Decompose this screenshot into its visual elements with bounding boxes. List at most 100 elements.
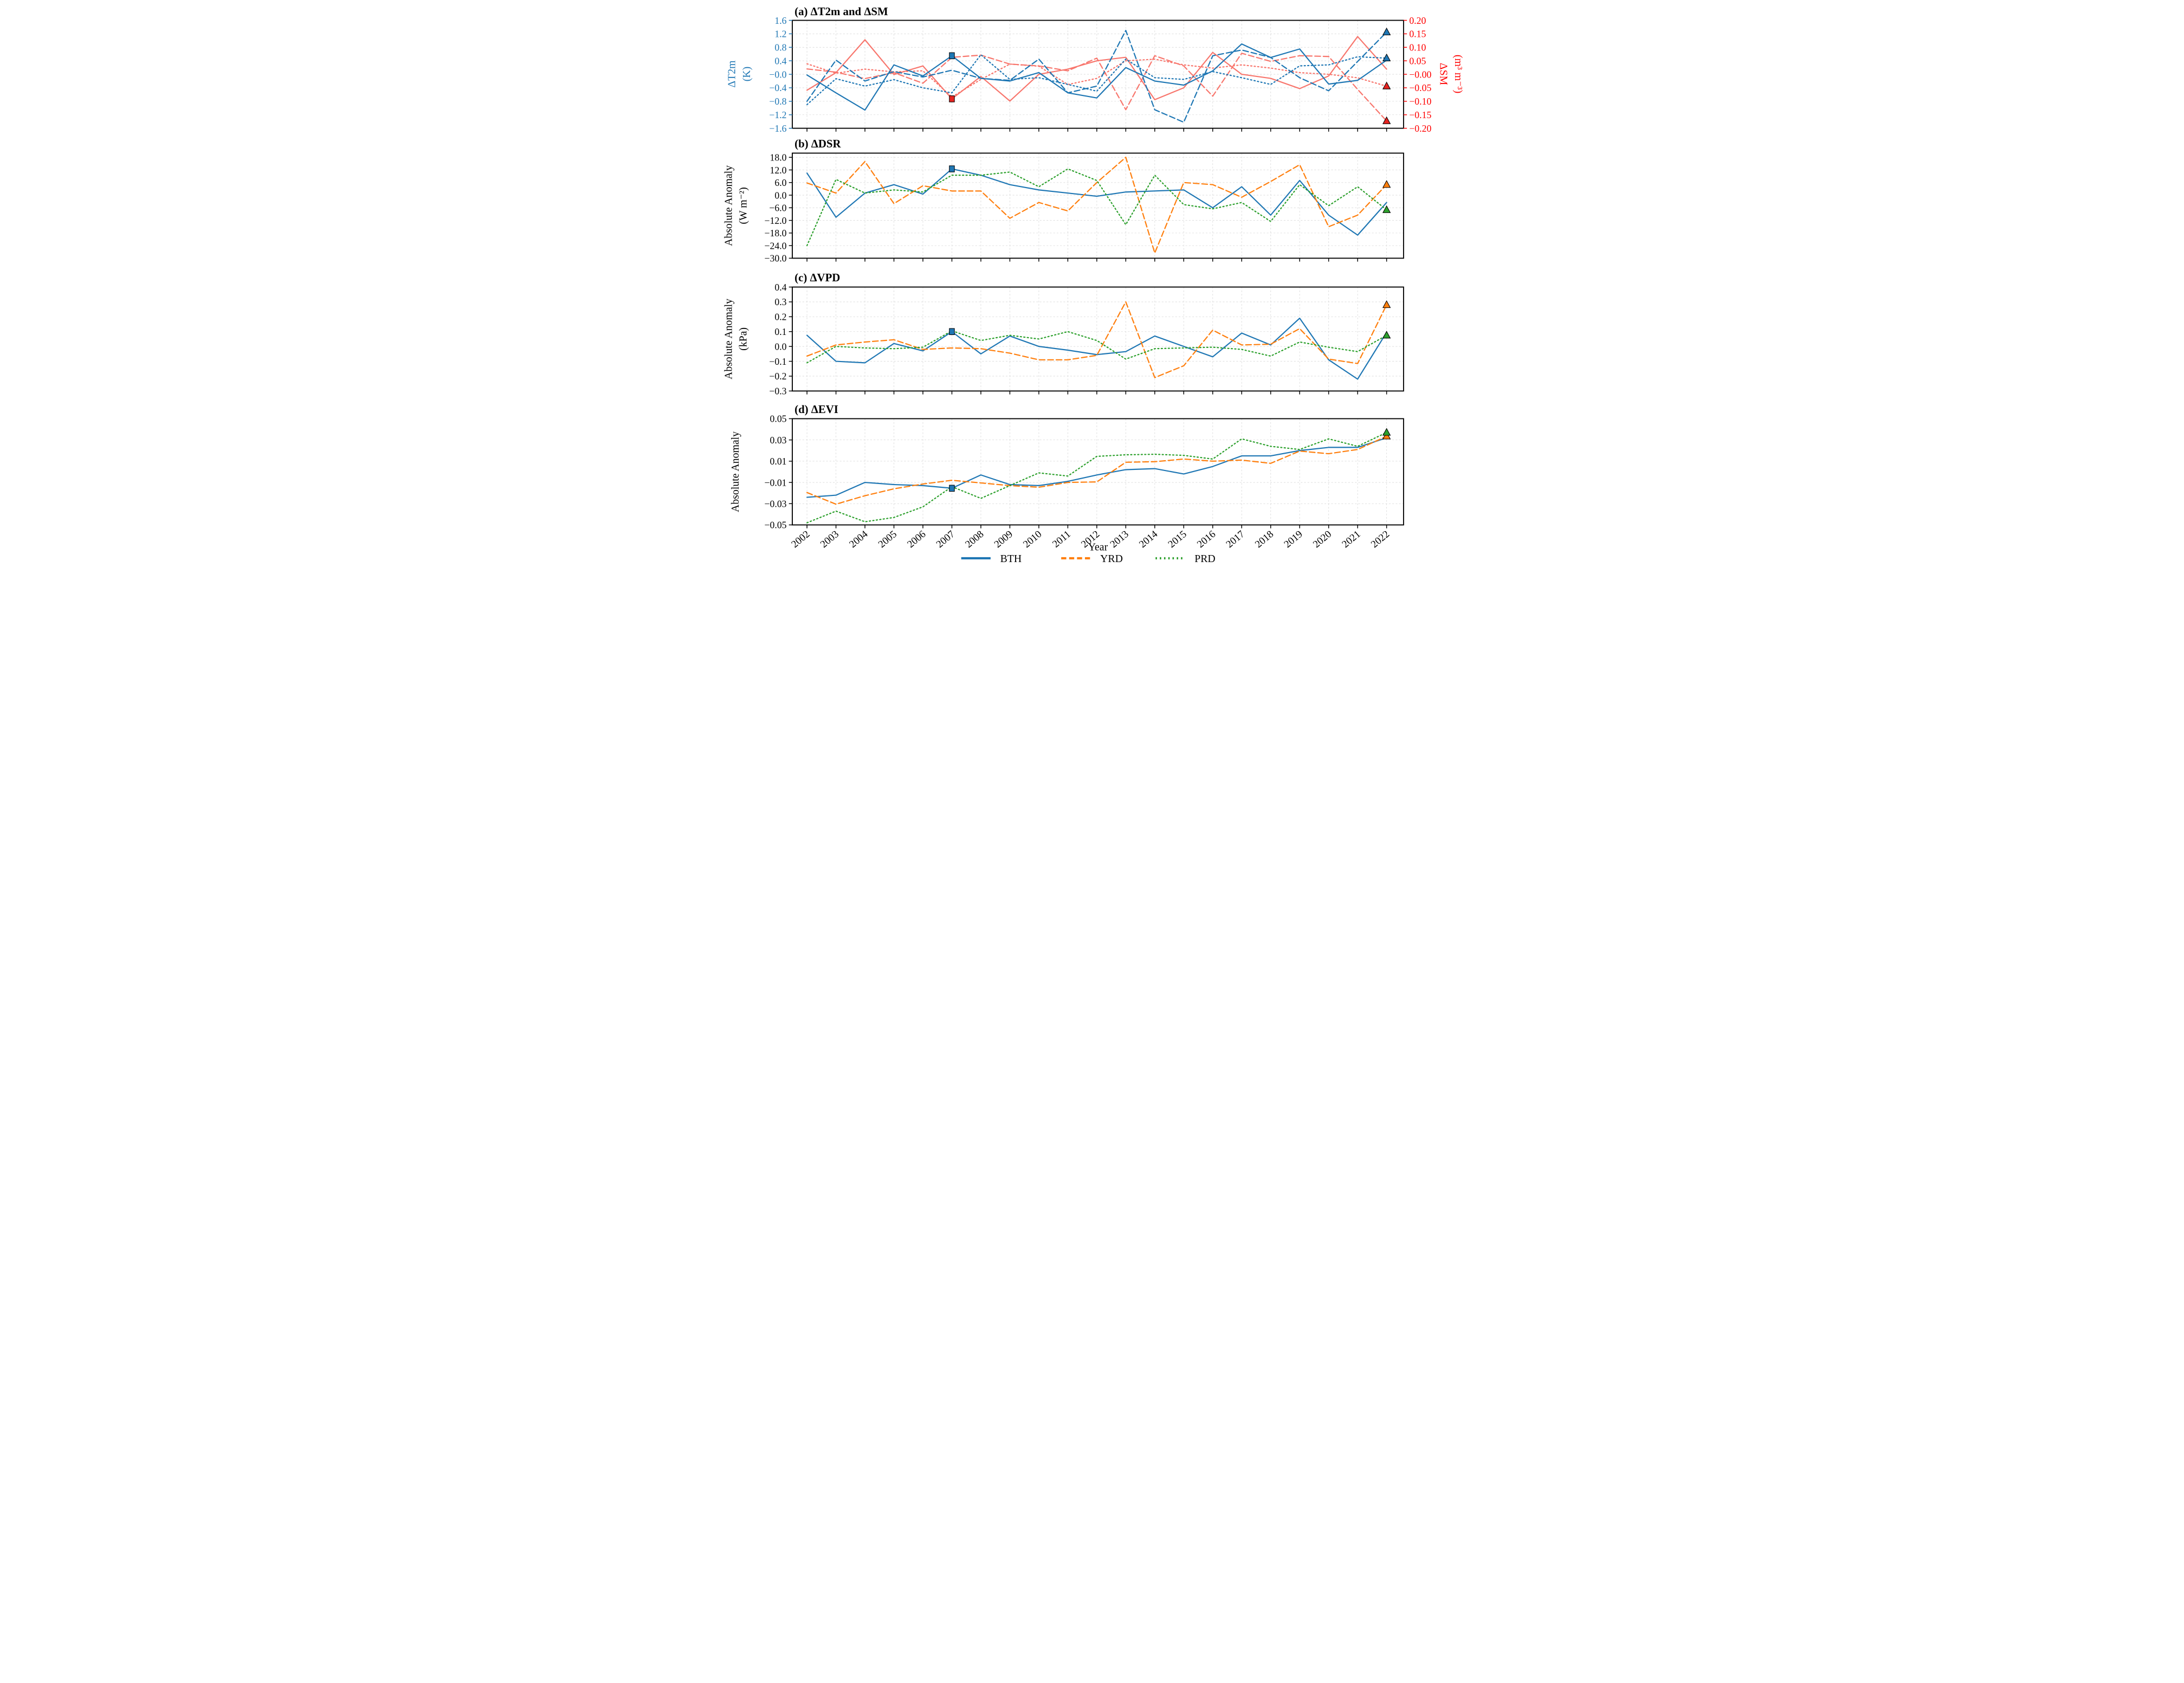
legend-label-prd: PRD	[1194, 553, 1216, 565]
series-bth	[806, 437, 1387, 498]
svg-text:0.15: 0.15	[1409, 29, 1426, 40]
marker-triangle-d-yrd	[1382, 431, 1391, 440]
panel-a-left-ylabel: ΔT2m	[726, 60, 738, 88]
svg-text:2013: 2013	[1108, 528, 1131, 550]
panel-c-frame	[792, 286, 1404, 392]
series-yrd-δt2m	[806, 30, 1387, 123]
panel-d-grid	[792, 418, 1404, 525]
svg-text:−0.1: −0.1	[769, 356, 786, 367]
series-bth	[806, 318, 1387, 380]
svg-text:2019: 2019	[1282, 528, 1304, 550]
svg-text:2017: 2017	[1224, 528, 1246, 550]
svg-text:0.3: 0.3	[774, 296, 786, 307]
panel-frames	[792, 20, 1404, 526]
legend-label-yrd: YRD	[1100, 553, 1123, 565]
svg-text:2021: 2021	[1340, 528, 1362, 550]
climate-anomaly-figure: 1.6 1.2 0.8 0.4 −0.0 −0.4 −0.8 −1.2 −1.6 0.20 0.15…	[713, 0, 1471, 585]
svg-text:−1.6: −1.6	[769, 123, 786, 134]
series-yrd-δsm	[806, 53, 1387, 122]
panel-d-series	[806, 431, 1387, 524]
legend-label-bth: BTH	[1000, 553, 1022, 565]
svg-text:−24.0: −24.0	[765, 240, 787, 251]
panel-a-ticks: 1.6 1.2 0.8 0.4 −0.0 −0.4 −0.8 −1.2 −1.6 0.20 0.15…	[769, 15, 1431, 134]
panel-d-markers	[949, 428, 1391, 492]
svg-text:2007: 2007	[934, 528, 957, 550]
svg-text:−0.01: −0.01	[765, 477, 787, 488]
panel-b-ylabel: Absolute Anomaly	[722, 165, 734, 246]
svg-text:2015: 2015	[1166, 528, 1189, 550]
svg-text:2009: 2009	[992, 528, 1015, 550]
panel-a-right-ylabel: ΔSM	[1438, 63, 1450, 86]
svg-text:−0.2: −0.2	[769, 371, 786, 382]
svg-text:−0.00: −0.00	[1409, 69, 1431, 80]
svg-text:2008: 2008	[963, 528, 986, 550]
x-axis-label: Year	[1088, 541, 1108, 553]
svg-text:−30.0: −30.0	[765, 253, 787, 264]
marker-square-b-bth	[949, 165, 955, 172]
svg-text:0.0: 0.0	[774, 190, 786, 201]
panel-a-right-ylabel-unit: (m³ m⁻³)	[1452, 55, 1464, 93]
marker-triangle-b-prd	[1382, 205, 1391, 213]
svg-text:0.4: 0.4	[774, 55, 786, 66]
svg-text:0.01: 0.01	[770, 456, 787, 467]
series-prd	[806, 431, 1387, 524]
marker-triangle-d-prd	[1382, 428, 1391, 436]
svg-text:−0.8: −0.8	[769, 96, 786, 107]
series-prd-δt2m	[806, 54, 1387, 106]
svg-text:2010: 2010	[1021, 528, 1044, 550]
svg-text:−0.0: −0.0	[769, 69, 786, 80]
panel-b-title: (b) ΔDSR	[794, 137, 841, 150]
svg-text:0.20: 0.20	[1409, 15, 1426, 26]
panel-b-frame	[792, 152, 1404, 259]
marker-triangle-a-yrd-δt2m	[1382, 27, 1391, 36]
svg-text:−0.20: −0.20	[1409, 123, 1431, 134]
series-bth-δt2m	[806, 43, 1387, 111]
svg-text:2002: 2002	[789, 528, 812, 550]
svg-text:2005: 2005	[876, 528, 899, 550]
svg-text:2022: 2022	[1369, 528, 1392, 550]
svg-text:0.1: 0.1	[774, 326, 786, 337]
svg-text:−0.15: −0.15	[1409, 109, 1431, 120]
svg-text:1.2: 1.2	[774, 29, 786, 40]
data-series	[806, 30, 1387, 524]
panel-a-left-ylabel-unit: (K)	[741, 67, 753, 81]
series-bth	[806, 168, 1387, 236]
series-yrd	[806, 301, 1387, 378]
panel-a-markers	[949, 27, 1391, 124]
panel-b-markers	[949, 165, 1391, 213]
svg-text:2004: 2004	[847, 528, 870, 551]
panel-d-ylabel: Absolute Anomaly	[729, 431, 741, 512]
series-yrd	[806, 157, 1387, 254]
panel-c-series	[806, 301, 1387, 380]
svg-text:0.8: 0.8	[774, 42, 786, 53]
marker-triangle-c-yrd	[1382, 300, 1391, 308]
svg-text:0.4: 0.4	[774, 282, 786, 293]
svg-text:1.6: 1.6	[774, 15, 786, 26]
svg-text:2020: 2020	[1311, 528, 1334, 550]
svg-text:0.03: 0.03	[770, 435, 787, 446]
svg-text:−0.3: −0.3	[769, 386, 786, 397]
svg-text:0.0: 0.0	[774, 341, 786, 352]
panel-c-ylabel: Absolute Anomaly	[722, 299, 734, 379]
marker-triangle-a-prd-δsm	[1382, 81, 1391, 89]
svg-text:12.0: 12.0	[770, 165, 787, 176]
svg-text:2014: 2014	[1137, 528, 1160, 551]
series-prd	[806, 168, 1387, 247]
marker-triangle-b-yrd	[1382, 180, 1391, 188]
legend: BTH YRD PRD	[961, 553, 1216, 565]
svg-text:2003: 2003	[818, 528, 841, 550]
svg-text:0.05: 0.05	[770, 414, 787, 424]
svg-text:−0.05: −0.05	[765, 520, 787, 531]
svg-text:2018: 2018	[1253, 528, 1276, 550]
marker-square-c-bth	[949, 328, 955, 336]
panel-b-ylabel-unit: (W m⁻²)	[738, 187, 749, 224]
marker-triangle-a-yrd-δsm	[1382, 116, 1391, 124]
marker-square-a-bth-δt2m	[949, 52, 955, 60]
svg-text:2016: 2016	[1195, 528, 1218, 550]
svg-text:−0.4: −0.4	[769, 82, 786, 93]
svg-text:18.0: 18.0	[770, 152, 787, 163]
marker-square-d-bth	[949, 485, 955, 492]
svg-text:2011: 2011	[1050, 528, 1073, 550]
axis-ticks: 1.6 1.2 0.8 0.4 −0.0 −0.4 −0.8 −1.2 −1.6 0.20 0.15…	[765, 15, 1432, 550]
panel-b-grid	[792, 153, 1404, 259]
